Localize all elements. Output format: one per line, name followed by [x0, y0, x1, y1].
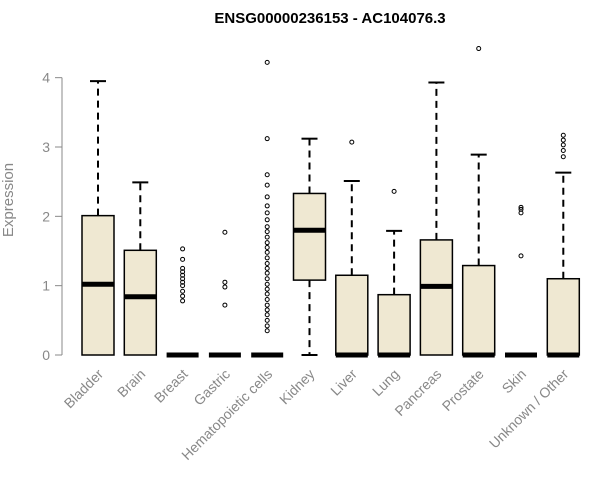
box-brain: [123, 181, 158, 356]
outlier-point: [180, 293, 186, 299]
outlier-point: [264, 203, 270, 209]
outlier-point: [264, 59, 270, 65]
outlier-point: [264, 276, 270, 282]
outlier-point: [264, 136, 270, 142]
box-lung: [377, 188, 411, 358]
outlier-point: [518, 206, 524, 212]
boxes: [81, 46, 581, 358]
box-prostate: [461, 46, 496, 358]
outlier-point: [264, 270, 270, 276]
outlier-point: [264, 323, 270, 329]
y-tick-label-3: 3: [42, 139, 50, 155]
box-liver: [335, 139, 369, 358]
outlier-point: [264, 297, 270, 303]
outlier-point: [264, 328, 270, 334]
x-label-brain: Brain: [114, 366, 148, 400]
x-label-liver: Liver: [327, 366, 360, 399]
outlier-point: [264, 210, 270, 216]
outlier-point: [222, 284, 228, 290]
outlier-point: [180, 272, 186, 278]
outlier-point: [264, 291, 270, 297]
outlier-point: [264, 286, 270, 292]
box-iqr: [335, 274, 369, 356]
outlier-point: [222, 229, 228, 235]
box-iqr: [292, 192, 327, 281]
outlier-point: [264, 240, 270, 246]
box-iqr: [123, 249, 158, 356]
outlier-point: [264, 281, 270, 287]
outlier-point: [560, 142, 566, 148]
y-tick-label-0: 0: [42, 347, 50, 363]
outlier-point: [180, 288, 186, 294]
x-label-breast: Breast: [151, 366, 191, 406]
box-iqr: [419, 239, 454, 356]
outlier-point: [222, 279, 228, 285]
x-label-prostate: Prostate: [439, 366, 487, 414]
y-tick-label-4: 4: [42, 70, 50, 86]
y-tick-label-1: 1: [42, 278, 50, 294]
outlier-point: [560, 137, 566, 143]
outlier-point: [264, 249, 270, 255]
y-tick-label-2: 2: [42, 208, 50, 224]
outlier-point: [560, 132, 566, 138]
x-label-pancreas: Pancreas: [391, 366, 444, 419]
outlier-point: [180, 246, 186, 252]
x-label-bladder: Bladder: [61, 366, 107, 412]
x-label-kidney: Kidney: [276, 366, 318, 408]
outlier-point: [222, 302, 228, 308]
outlier-point: [264, 312, 270, 318]
outlier-point: [180, 265, 186, 271]
outlier-point: [264, 317, 270, 323]
outlier-point: [180, 276, 186, 282]
outlier-point: [180, 298, 186, 304]
outlier-point: [264, 265, 270, 271]
outlier-point: [264, 224, 270, 230]
outlier-point: [264, 217, 270, 223]
outlier-point: [518, 204, 524, 210]
outlier-point: [264, 234, 270, 240]
outlier-point: [264, 245, 270, 251]
box-gastric: [208, 229, 241, 358]
outlier-point: [560, 154, 566, 160]
outlier-point: [518, 253, 524, 259]
x-label-unknown-other: Unknown / Other: [486, 366, 572, 452]
box-skin: [505, 204, 537, 358]
outlier-point: [180, 283, 186, 289]
box-iqr: [377, 293, 411, 356]
outlier-point: [180, 269, 186, 275]
box-unknown-other: [546, 132, 581, 358]
outlier-point: [391, 188, 397, 194]
outlier-point: [264, 172, 270, 178]
outlier-point: [560, 147, 566, 153]
outlier-point: [264, 255, 270, 261]
y-axis: 0 1 2 3 4: [42, 70, 63, 363]
outlier-point: [476, 46, 482, 52]
box-breast: [166, 246, 199, 358]
outlier-point: [264, 307, 270, 313]
chart-title: ENSG00000236153 - AC104076.3: [214, 10, 445, 27]
outlier-point: [180, 256, 186, 262]
y-axis-label: Expression: [0, 163, 17, 237]
x-label-lung: Lung: [369, 366, 402, 399]
box-pancreas: [419, 81, 454, 356]
x-label-skin: Skin: [499, 366, 530, 397]
box-bladder: [81, 80, 115, 356]
box-iqr: [461, 264, 496, 356]
outlier-point: [264, 302, 270, 308]
box-kidney: [292, 137, 327, 356]
outlier-point: [264, 194, 270, 200]
outlier-point: [180, 279, 186, 285]
box-hematopoietic-cells: [251, 59, 284, 358]
outlier-point: [264, 229, 270, 235]
outlier-point: [264, 260, 270, 266]
outlier-point: [349, 139, 355, 145]
outlier-point: [518, 210, 524, 216]
box-iqr: [546, 277, 581, 356]
outlier-point: [264, 182, 270, 188]
